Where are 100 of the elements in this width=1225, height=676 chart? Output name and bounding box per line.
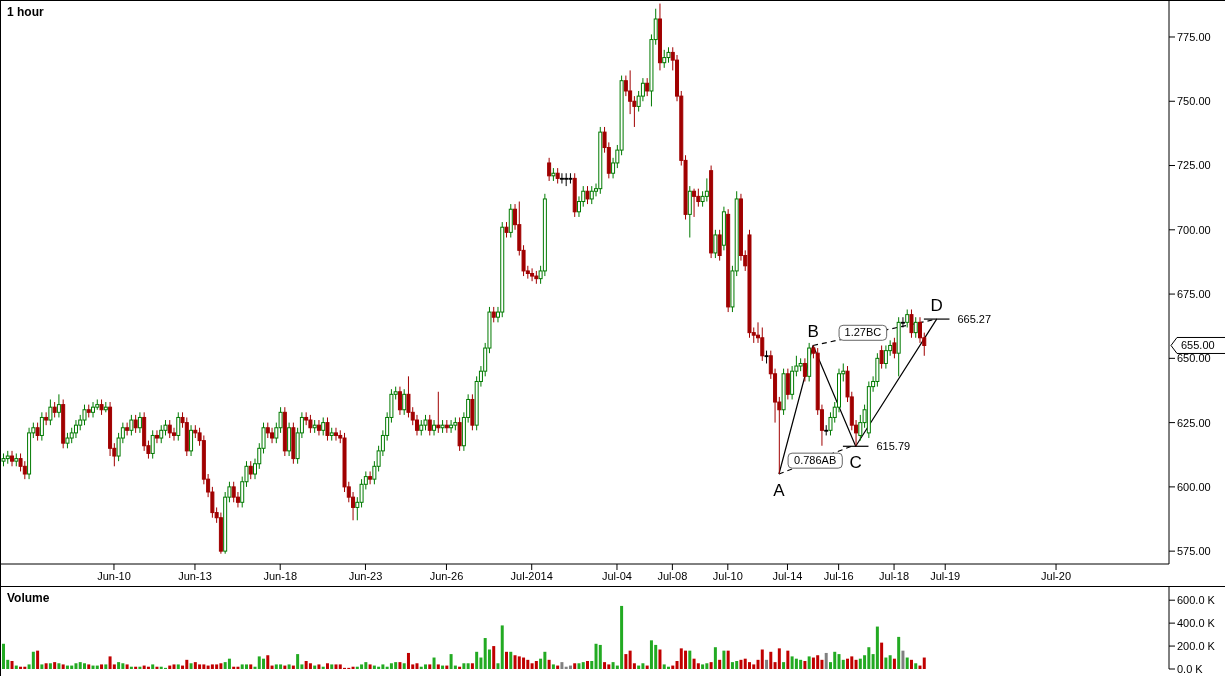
- bar: [888, 655, 892, 669]
- candlestick: [568, 172, 573, 185]
- y-tick-label: 625.00: [1177, 416, 1211, 429]
- bar: [875, 626, 879, 669]
- bar: [381, 664, 385, 669]
- bar: [713, 647, 717, 669]
- bar: [530, 663, 534, 669]
- bar: [389, 663, 393, 669]
- bar: [78, 662, 82, 669]
- x-tick-label: Jul-14: [772, 569, 803, 582]
- bar: [509, 651, 513, 669]
- bar: [172, 664, 176, 669]
- bar: [701, 664, 705, 669]
- chart-title: 1 hour: [7, 5, 44, 19]
- bar: [424, 664, 428, 669]
- bar: [44, 663, 48, 669]
- bar: [620, 605, 624, 669]
- bar: [824, 652, 828, 669]
- bar: [262, 658, 266, 669]
- bar: [905, 657, 909, 669]
- x-tick-label: Jun-23: [348, 569, 383, 582]
- text: 655.00: [1181, 339, 1215, 352]
- bar: [74, 663, 78, 669]
- bar: [14, 665, 18, 669]
- y-tick-label: 575.00: [1177, 545, 1211, 558]
- bar: [730, 662, 734, 669]
- annotation: C: [849, 453, 862, 473]
- bar: [121, 663, 125, 669]
- y-tick-label: 775.00: [1177, 30, 1211, 43]
- bar: [581, 662, 585, 669]
- bar: [151, 664, 155, 669]
- y-tick-label: 0.0 K: [1177, 662, 1204, 675]
- bar: [31, 651, 35, 669]
- bar: [240, 664, 244, 669]
- annotation: 1.27BC: [844, 326, 882, 339]
- bar: [790, 656, 794, 669]
- bar: [2, 643, 5, 669]
- candlestick: [231, 481, 236, 503]
- x-tick-label: Jul-08: [657, 569, 688, 582]
- bar: [909, 659, 913, 669]
- bar: [769, 651, 773, 669]
- bar: [492, 646, 496, 669]
- candlestick: [125, 422, 130, 436]
- bar: [799, 659, 803, 669]
- candlestick: [449, 419, 454, 434]
- candlestick: [790, 365, 795, 400]
- candlestick: [44, 411, 49, 426]
- bar: [777, 648, 781, 669]
- bar: [586, 660, 589, 669]
- candlestick: [875, 352, 880, 388]
- bar: [219, 663, 223, 669]
- bar: [573, 663, 577, 669]
- x-tick-label: Jul-04: [601, 569, 632, 582]
- x-tick-label: Jul-18: [879, 569, 910, 582]
- bar: [325, 663, 329, 669]
- bar: [743, 658, 747, 669]
- bar: [296, 654, 300, 669]
- bar: [696, 663, 700, 669]
- bar: [709, 662, 713, 669]
- candlestick: [687, 185, 692, 239]
- bar: [645, 665, 649, 669]
- candlestick: [704, 177, 709, 203]
- bar: [185, 659, 189, 669]
- bar: [338, 664, 342, 669]
- bar: [846, 658, 850, 669]
- bar: [505, 651, 509, 669]
- bar: [95, 665, 99, 669]
- bar: [820, 659, 824, 669]
- bar: [884, 657, 888, 669]
- y-tick-label: 650.00: [1177, 352, 1211, 365]
- bar: [560, 662, 564, 669]
- bar: [227, 658, 231, 669]
- candlestick: [530, 267, 535, 282]
- bar: [543, 651, 547, 669]
- bar: [684, 650, 688, 669]
- candlestick: [785, 368, 790, 400]
- bar: [671, 665, 675, 669]
- bar: [722, 650, 726, 669]
- bar: [210, 664, 214, 669]
- candlestick: [402, 388, 407, 416]
- candlestick: [713, 229, 718, 259]
- annotation: 0.786AB: [794, 454, 837, 467]
- candlestick: [717, 229, 722, 262]
- bar: [568, 665, 572, 669]
- bar: [794, 658, 798, 669]
- bar: [308, 663, 312, 669]
- candlestick: [154, 429, 159, 444]
- bar: [718, 659, 722, 669]
- bar: [496, 663, 500, 669]
- bar: [880, 642, 884, 669]
- candlestick: [760, 326, 765, 362]
- candlestick: [91, 401, 96, 418]
- bar: [466, 663, 470, 669]
- bar: [61, 664, 65, 669]
- bar: [590, 660, 594, 669]
- bar: [402, 663, 406, 669]
- annotation: A: [773, 481, 786, 501]
- x-tick-label: Jul-2014: [510, 569, 553, 582]
- bar: [274, 664, 278, 669]
- bar: [317, 664, 321, 669]
